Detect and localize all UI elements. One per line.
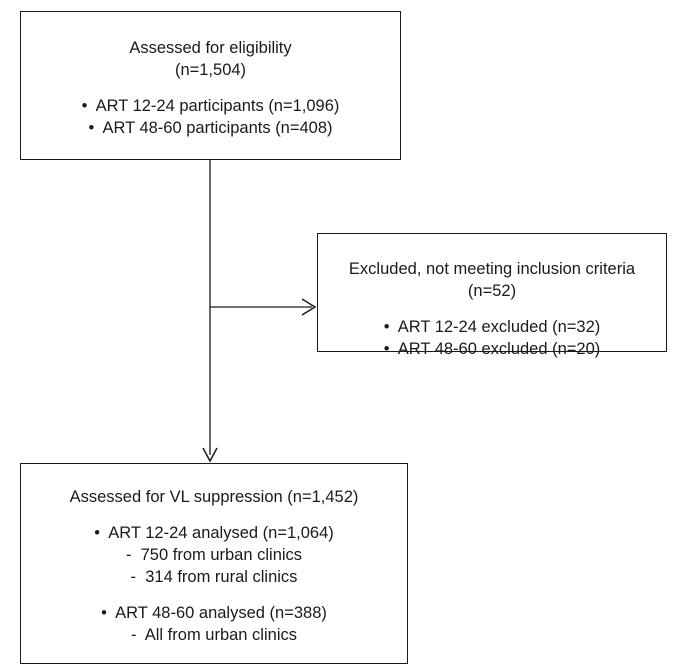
bullet-icon: •: [88, 119, 95, 137]
vl-group2-label: • ART 48-60 analysed (n=388): [101, 604, 327, 622]
bullet-icon: •: [94, 524, 101, 542]
dash-icon: -: [130, 568, 137, 586]
excluded-box: Excluded, not meeting inclusion criteria…: [317, 233, 667, 358]
vl-suppression-box: Assessed for VL suppression (n=1,452) • A…: [20, 463, 408, 664]
eligibility-box: Assessed for eligibility (n=1,504) • ART …: [20, 11, 401, 160]
bullet-icon: •: [383, 340, 390, 358]
eligibility-count: (n=1,504): [174, 61, 247, 79]
excluded-count: (n=52): [467, 282, 517, 300]
bullet-icon: •: [81, 97, 88, 115]
vl-group2-sub-1: - All from urban clinics: [131, 626, 297, 644]
vl-group1-sub-1: - 750 from urban clinics: [125, 546, 303, 564]
arrow-down-head: [202, 447, 218, 463]
arrow-right-head: [301, 298, 317, 316]
eligibility-title: Assessed for eligibility: [129, 39, 292, 57]
dash-icon: -: [125, 546, 132, 564]
excluded-bullet-2: • ART 48-60 excluded (n=20): [383, 340, 601, 358]
vl-title: Assessed for VL suppression (n=1,452): [69, 488, 359, 506]
vl-group1-sub-2: - 314 from rural clinics: [130, 568, 298, 586]
dash-icon: -: [131, 626, 137, 644]
excluded-title: Excluded, not meeting inclusion criteria: [348, 260, 636, 278]
excluded-bullet-1: • ART 12-24 excluded (n=32): [383, 318, 601, 336]
bullet-icon: •: [383, 318, 390, 336]
vl-group1-label: • ART 12-24 analysed (n=1,064): [94, 524, 334, 542]
bullet-icon: •: [101, 604, 107, 622]
eligibility-bullet-1: • ART 12-24 participants (n=1,096): [81, 97, 340, 115]
eligibility-bullet-2: • ART 48-60 participants (n=408): [88, 119, 333, 137]
